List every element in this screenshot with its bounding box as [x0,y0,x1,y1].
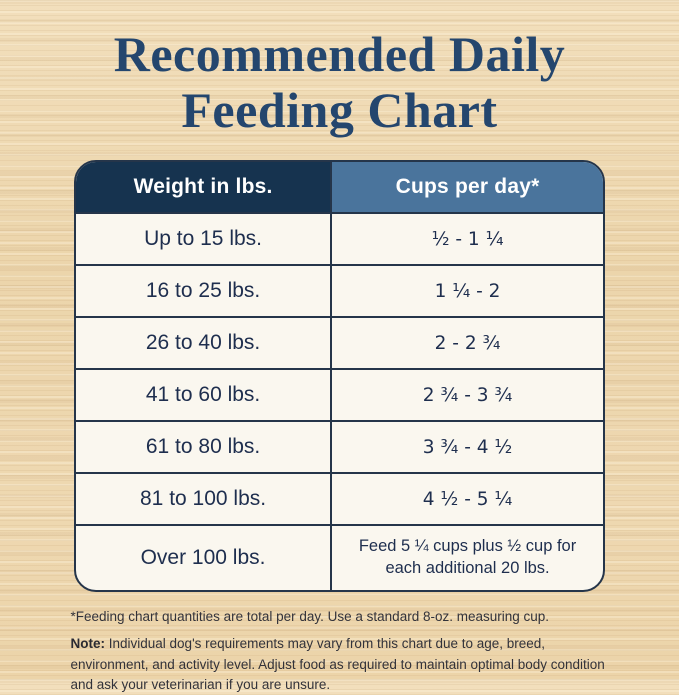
footnotes: *Feeding chart quantities are total per … [71,607,609,695]
column-header-weight: Weight in lbs. [76,162,333,212]
weight-cell: 26 to 40 lbs. [76,318,333,368]
cups-cell: 3 ³⁄₄ - 4 ¹⁄₂ [422,436,513,458]
page-title-line2: Feeding Chart [181,82,498,138]
cups-cell: Feed 5 ¼ cups plus ½ cup for each additi… [358,537,577,577]
cups-cell: 4 ¹⁄₂ - 5 ¹⁄₄ [422,488,513,510]
table-row: Up to 15 lbs. ¹⁄₂ - 1 ¹⁄₄ [76,212,603,264]
table-header-row: Weight in lbs. Cups per day* [76,162,603,212]
table-row: 81 to 100 lbs. 4 ¹⁄₂ - 5 ¹⁄₄ [76,472,603,524]
weight-cell: 81 to 100 lbs. [76,474,333,524]
weight-cell: Up to 15 lbs. [76,214,333,264]
page-title: Recommended Daily Feeding Chart [0,0,679,138]
table-row: 61 to 80 lbs. 3 ³⁄₄ - 4 ¹⁄₂ [76,420,603,472]
cups-cell: ¹⁄₂ - 1 ¹⁄₄ [431,228,504,250]
table-row: 41 to 60 lbs. 2 ³⁄₄ - 3 ³⁄₄ [76,368,603,420]
footnote-note: Note: Individual dog's requirements may … [71,634,609,695]
page-title-line1: Recommended Daily [113,26,566,82]
weight-cell: 16 to 25 lbs. [76,266,333,316]
footnote-note-text: Individual dog's requirements may vary f… [70,636,605,692]
cups-cell: 1 ¹⁄₄ - 2 [434,280,501,302]
table-row: 16 to 25 lbs. 1 ¹⁄₄ - 2 [76,264,603,316]
cups-cell: 2 - 2 ³⁄₄ [434,332,501,354]
weight-cell: 61 to 80 lbs. [76,422,333,472]
column-header-cups: Cups per day* [332,162,603,212]
weight-cell: Over 100 lbs. [76,526,333,590]
table-row: Over 100 lbs. Feed 5 ¼ cups plus ½ cup f… [76,524,603,590]
footnote-quantities: *Feeding chart quantities are total per … [70,609,550,624]
footnote-note-label: Note: [70,636,106,652]
weight-cell: 41 to 60 lbs. [76,370,333,420]
table-row: 26 to 40 lbs. 2 - 2 ³⁄₄ [76,316,603,368]
feeding-chart-table: Weight in lbs. Cups per day* Up to 15 lb… [74,160,605,592]
cups-cell: 2 ³⁄₄ - 3 ³⁄₄ [422,384,513,406]
